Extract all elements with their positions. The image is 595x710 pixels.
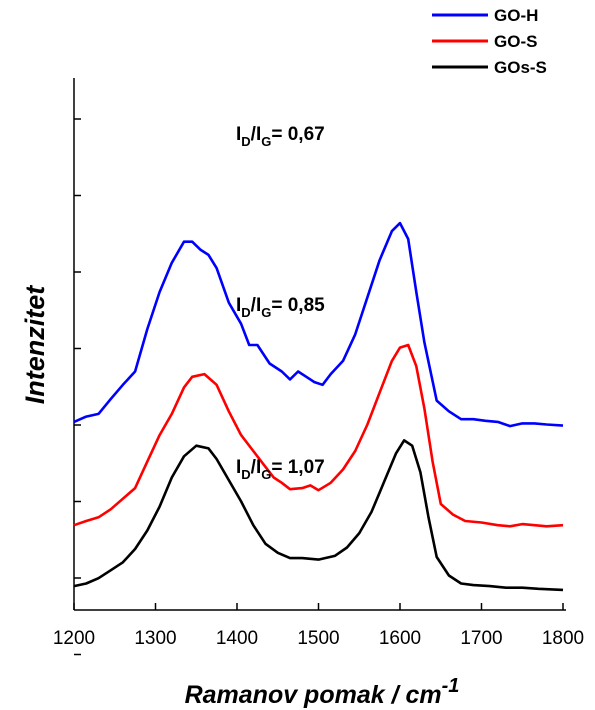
x-tick-label: 1400 — [216, 628, 258, 649]
legend-label-gos-s: GOs-S — [494, 58, 547, 77]
legend-label-go-s: GO-S — [494, 32, 537, 51]
legend: GO-H GO-S GOs-S — [432, 6, 547, 77]
x-tick-label: 1200 — [53, 628, 95, 649]
x-tick-labels: 1200 1300 1400 1500 1600 1700 1800 — [53, 628, 584, 649]
x-tick-label: 1500 — [297, 628, 339, 649]
x-tick-label: 1300 — [134, 628, 176, 649]
x-tick-label: 1800 — [542, 628, 584, 649]
x-ticks — [73, 603, 564, 610]
ratio-annotation-go-s: ID/IG= 0,85 — [236, 295, 325, 320]
series-line-go-h — [73, 221, 564, 428]
y-ticks — [74, 118, 81, 656]
y-axis-label: Intenzitet — [20, 285, 50, 405]
ratio-annotation-gos-s: ID/IG= 1,07 — [236, 457, 325, 482]
series-layer — [73, 221, 564, 592]
series-line-go-s — [73, 343, 564, 528]
x-axis-label: Ramanov pomak / cm-1 — [185, 675, 460, 709]
series-line-gos-s — [73, 439, 564, 592]
x-tick-label: 1600 — [379, 628, 421, 649]
ratio-annotation-go-h: ID/IG= 0,67 — [236, 124, 325, 149]
legend-label-go-h: GO-H — [494, 6, 538, 25]
x-tick-label: 1700 — [460, 628, 502, 649]
